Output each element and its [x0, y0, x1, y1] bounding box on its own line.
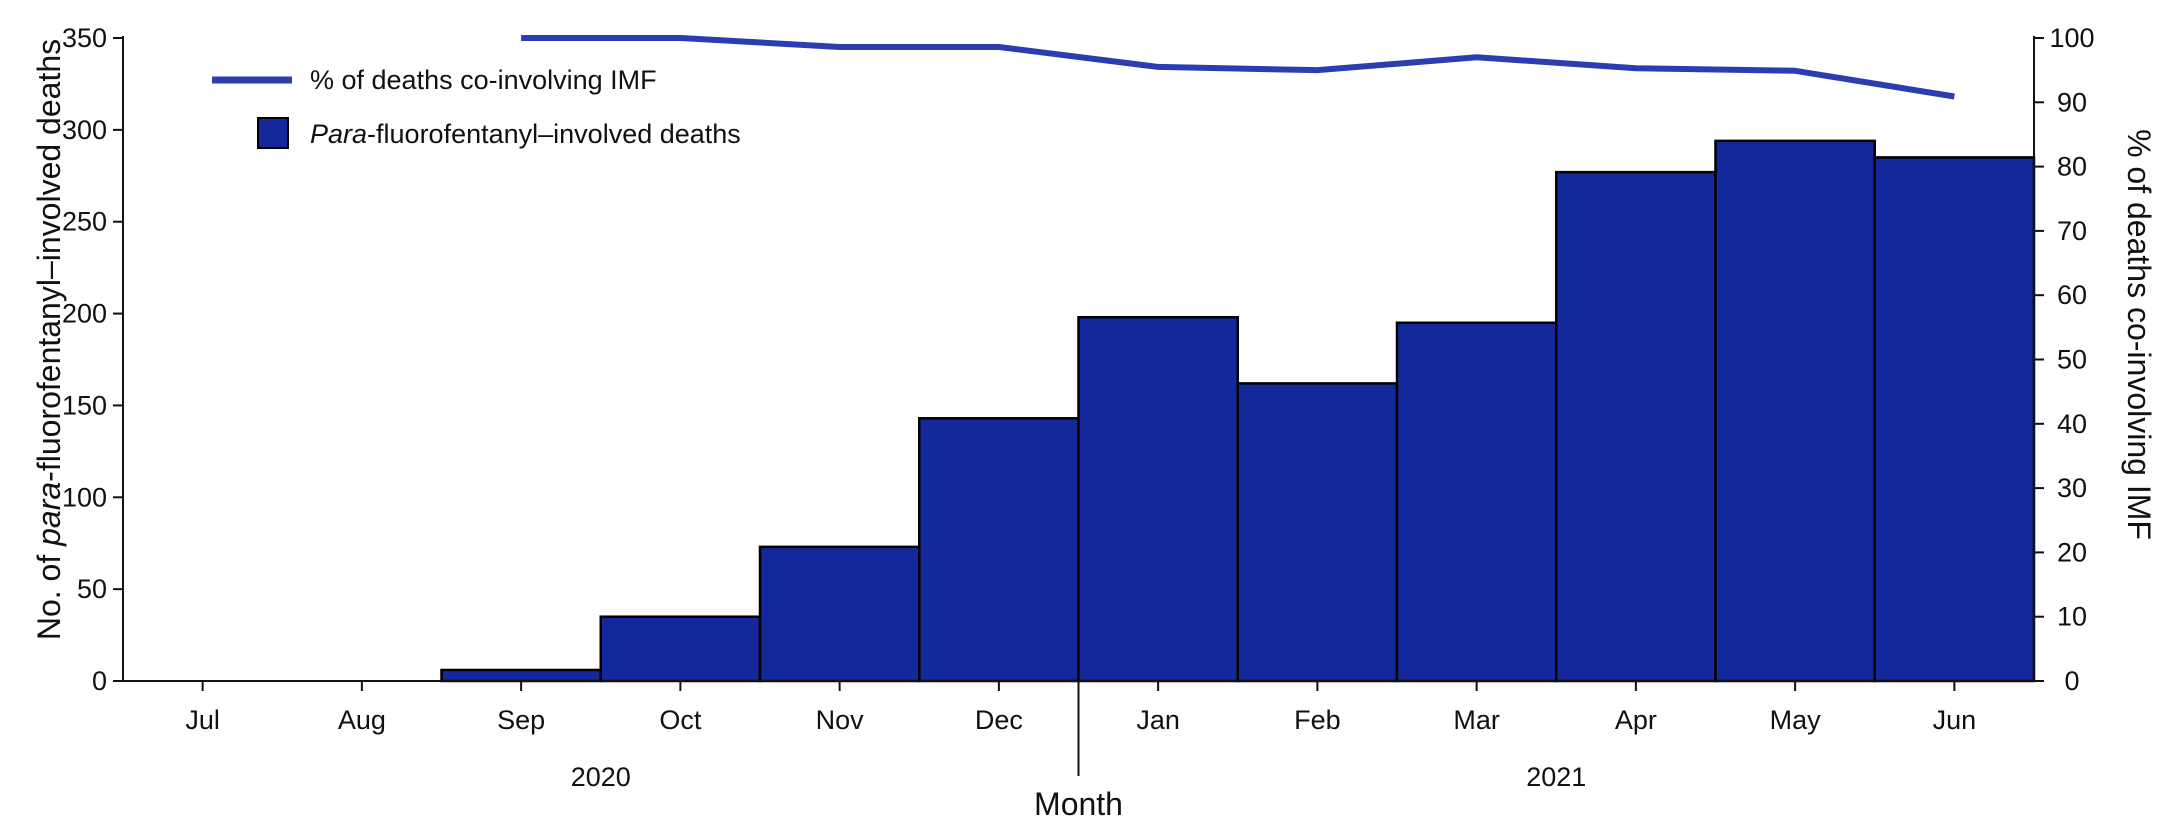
bar-oct	[599, 615, 762, 683]
line-layer	[521, 35, 1955, 100]
bar-may	[1714, 139, 1876, 683]
y-axis-left-title-suffix: -fluorofentanyl–involved deaths	[31, 39, 67, 482]
axes-layer: 0 50 100 150 200 250 300 350 0 10 20 30 40 50 60 70 80 90…	[62, 23, 2095, 792]
y-axis-left-title: No. of para-fluorofentanyl–involved deat…	[31, 39, 67, 640]
x-tick-label: Feb	[1294, 705, 1341, 735]
x-tick-label: Mar	[1453, 705, 1500, 735]
legend-bar-label: Para-fluorofentanyl–involved deaths	[310, 119, 741, 149]
x-axis-title: Month	[1034, 786, 1123, 822]
x-tick-label: Jul	[185, 705, 220, 735]
y-left-tick-label: 350	[62, 23, 107, 53]
x-tick-label: Dec	[975, 705, 1023, 735]
bar-dec	[918, 417, 1080, 683]
x-tick-label: Oct	[659, 705, 702, 735]
y-right-tick-label: 0	[2064, 666, 2079, 696]
y-right-tick-label: 70	[2057, 216, 2087, 246]
bar-jun	[1873, 156, 2036, 683]
bar-apr	[1555, 170, 1717, 683]
y-left-tick-label: 0	[92, 666, 107, 696]
x-tick-label: May	[1770, 705, 1822, 735]
y-axis-right-title: % of deaths co-involving IMF	[2121, 129, 2157, 540]
bar-mar	[1395, 321, 1558, 683]
y-right-tick-label: 60	[2057, 280, 2087, 310]
y-right-tick-label: 50	[2057, 345, 2087, 375]
bar-jan	[1077, 315, 1239, 683]
y-right-tick-label: 10	[2057, 602, 2087, 632]
y-axis-left-title-prefix: No. of	[31, 546, 67, 640]
legend-bar-label-italic: Para	[310, 119, 367, 149]
bars-layer	[440, 139, 2036, 683]
y-right-tick-label: 40	[2057, 409, 2087, 439]
x-tick-label: Jun	[1933, 705, 1977, 735]
x-tick-label: Apr	[1615, 705, 1657, 735]
y-left-tick-label: 100	[62, 482, 107, 512]
legend-line-label: % of deaths co-involving IMF	[310, 65, 657, 95]
y-axis-left-title-italic: para	[31, 482, 67, 547]
legend-bar-label-rest: -fluorofentanyl–involved deaths	[367, 119, 741, 149]
y-right-tick-label: 100	[2049, 23, 2094, 53]
y-left-tick-label: 150	[62, 390, 107, 420]
bar-feb	[1236, 382, 1399, 683]
legend-bar-swatch	[257, 117, 289, 149]
year-label-2020: 2020	[571, 762, 631, 792]
x-tick-label: Aug	[338, 705, 386, 735]
y-left-tick-label: 50	[77, 574, 107, 604]
bar-nov	[758, 545, 921, 683]
x-tick-label: Sep	[497, 705, 545, 735]
y-left-tick-label: 200	[62, 299, 107, 329]
bar-sep	[440, 668, 602, 683]
y-right-tick-label: 90	[2057, 87, 2087, 117]
year-label-2021: 2021	[1526, 762, 1586, 792]
y-left-tick-label: 250	[62, 207, 107, 237]
legend: % of deaths co-involving IMF Para-fluoro…	[212, 65, 741, 149]
y-right-tick-label: 30	[2057, 473, 2087, 503]
y-right-tick-label: 20	[2057, 537, 2087, 567]
x-tick-label: Nov	[816, 705, 865, 735]
line-series-imf	[521, 35, 1955, 100]
y-right-tick-label: 80	[2057, 152, 2087, 182]
y-left-tick-label: 300	[62, 115, 107, 145]
x-tick-label: Jan	[1136, 705, 1180, 735]
